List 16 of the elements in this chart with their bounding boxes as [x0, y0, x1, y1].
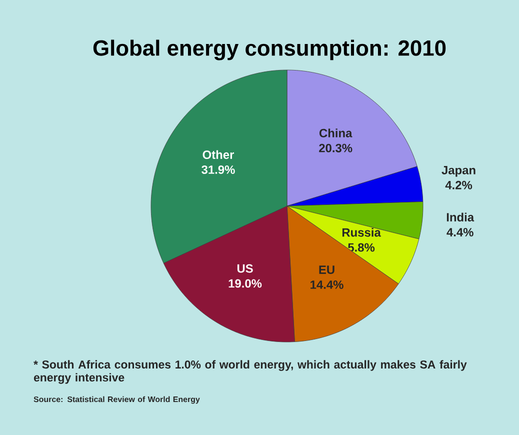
- slice-label: EU: [319, 266, 334, 274]
- text: * South Africa consumes 1.0% of world energy, which actually makes SA fairly energy intensive: [34, 360, 467, 384]
- chart-title: Global energy consumption: 2010: [93, 40, 446, 60]
- data-label: 4.4%: [446, 228, 474, 236]
- data-label: 19.0%: [228, 279, 262, 288]
- slice-label: Russia: [342, 228, 381, 237]
- slice-label: China: [319, 128, 352, 138]
- data-label: 14.4%: [310, 280, 344, 289]
- slice-label: Other: [202, 150, 234, 159]
- slice-label: India: [446, 212, 474, 222]
- slice-label: US: [237, 264, 253, 273]
- data-label: 5.8%: [348, 243, 375, 252]
- data-label: 4.2%: [445, 180, 472, 190]
- slice-label: Japan: [442, 166, 476, 177]
- data-label: 31.9%: [202, 165, 235, 174]
- data-label: 20.3%: [319, 144, 352, 152]
